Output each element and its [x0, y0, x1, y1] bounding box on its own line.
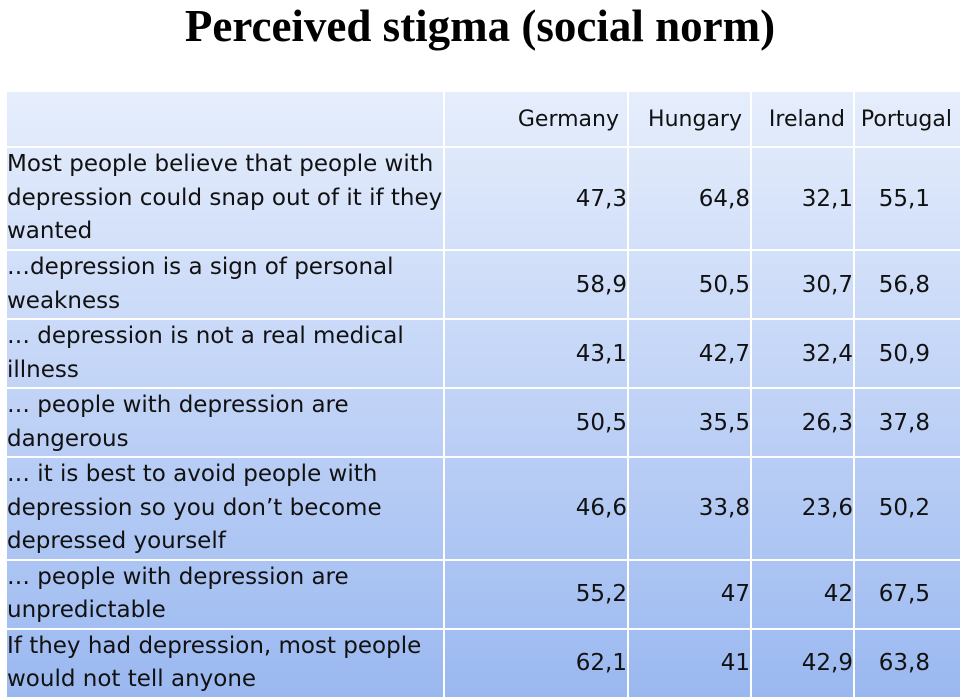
value-cell: 62,1 [443, 627, 629, 699]
value-cell: 63,8 [853, 627, 960, 699]
header-corner-cell [5, 90, 445, 148]
value-cell: 50,9 [853, 318, 960, 389]
table-row: … people with depression are dangerous 5… [5, 387, 960, 458]
value-cell: 47 [627, 558, 752, 630]
column-header-hungary: Hungary [627, 90, 752, 148]
value-cell: 26,3 [750, 387, 855, 458]
value-cell: 58,9 [443, 249, 629, 320]
value-cell: 41 [627, 627, 752, 699]
value-cell: 33,8 [627, 456, 752, 561]
value-cell: 56,8 [853, 249, 960, 320]
value-cell: 67,5 [853, 558, 960, 630]
column-header-portugal: Portugal [853, 90, 960, 148]
table-row: … people with depression are unpredictab… [5, 558, 960, 630]
value-cell: 42 [750, 558, 855, 630]
value-cell: 55,1 [853, 146, 960, 251]
value-cell: 55,2 [443, 558, 629, 630]
table-row: If they had depression, most people woul… [5, 627, 960, 699]
row-label: … it is best to avoid people with depres… [5, 456, 445, 561]
value-cell: 50,2 [853, 456, 960, 561]
row-label: …depression is a sign of personal weakne… [5, 249, 445, 320]
table-row: Most people believe that people with dep… [5, 146, 960, 251]
table-header-row: Germany Hungary Ireland Portugal [5, 90, 960, 148]
row-label: … depression is not a real medical illne… [5, 318, 445, 389]
value-cell: 32,1 [750, 146, 855, 251]
value-cell: 64,8 [627, 146, 752, 251]
value-cell: 47,3 [443, 146, 629, 251]
table-row: … it is best to avoid people with depres… [5, 456, 960, 561]
table-row: … depression is not a real medical illne… [5, 318, 960, 389]
row-label: If they had depression, most people woul… [5, 627, 445, 699]
value-cell: 43,1 [443, 318, 629, 389]
row-label: … people with depression are dangerous [5, 387, 445, 458]
value-cell: 42,7 [627, 318, 752, 389]
value-cell: 35,5 [627, 387, 752, 458]
column-header-germany: Germany [443, 90, 629, 148]
stigma-table: Germany Hungary Ireland Portugal Most pe… [5, 90, 960, 699]
value-cell: 37,8 [853, 387, 960, 458]
value-cell: 50,5 [627, 249, 752, 320]
value-cell: 30,7 [750, 249, 855, 320]
slide-title: Perceived stigma (social norm) [184, 1, 776, 51]
table-row: …depression is a sign of personal weakne… [5, 249, 960, 320]
value-cell: 23,6 [750, 456, 855, 561]
row-label: Most people believe that people with dep… [5, 146, 445, 251]
value-cell: 46,6 [443, 456, 629, 561]
value-cell: 50,5 [443, 387, 629, 458]
column-header-ireland: Ireland [750, 90, 855, 148]
value-cell: 42,9 [750, 627, 855, 699]
row-label: … people with depression are unpredictab… [5, 558, 445, 630]
value-cell: 32,4 [750, 318, 855, 389]
